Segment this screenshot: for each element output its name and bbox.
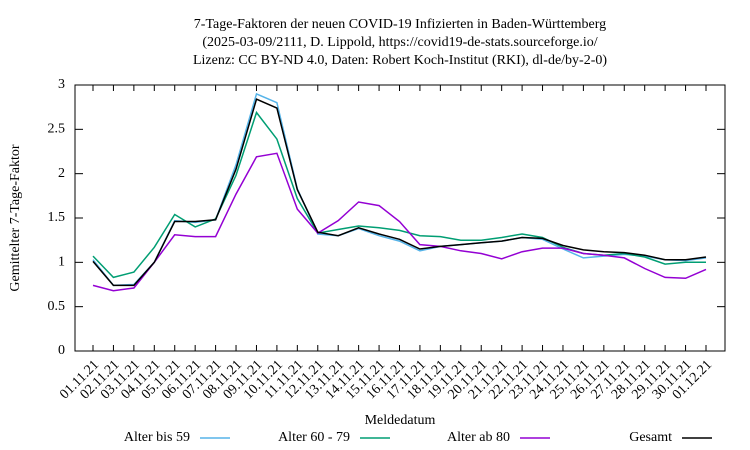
legend-label: Alter 60 - 79: [278, 430, 350, 445]
y-tick-label: 2.5: [48, 122, 66, 137]
y-tick-label: 1.5: [48, 210, 66, 225]
y-tick-label: 0: [58, 343, 65, 358]
y-tick-label: 0.5: [48, 299, 66, 314]
legend-label: Gesamt: [629, 430, 672, 445]
legend-label: Alter ab 80: [447, 430, 510, 445]
chart-title: Lizenz: CC BY-ND 4.0, Daten: Robert Koch…: [193, 53, 607, 68]
y-tick-label: 2: [58, 166, 65, 181]
series-line: [92, 98, 707, 287]
chart-title: (2025-03-09/2111, D. Lippold, https://co…: [202, 35, 597, 50]
chart-title: 7-Tage-Faktoren der neuen COVID-19 Infiz…: [194, 17, 606, 32]
y-tick-label: 3: [58, 77, 65, 92]
y-tick-label: 1: [58, 255, 65, 270]
series-line: [92, 92, 707, 287]
x-axis-label: Meldedatum: [365, 413, 436, 428]
y-axis-label: Gemittelter 7-Tage-Faktor: [8, 144, 23, 291]
legend-label: Alter bis 59: [124, 430, 190, 445]
series-line: [92, 152, 707, 292]
